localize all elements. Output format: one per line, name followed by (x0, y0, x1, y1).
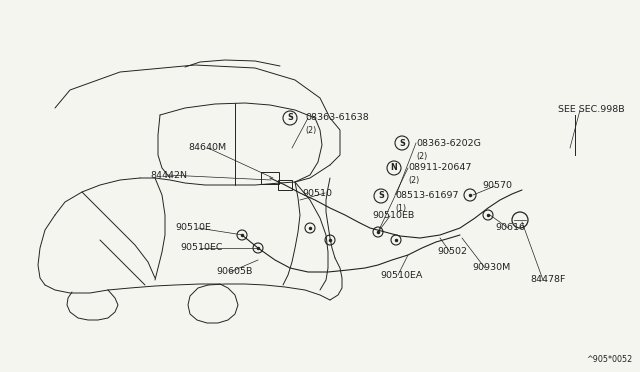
Text: ^905*0052: ^905*0052 (586, 355, 632, 364)
Text: 84478F: 84478F (530, 276, 565, 285)
Text: 90570: 90570 (482, 182, 512, 190)
Text: 90510EC: 90510EC (180, 244, 223, 253)
Text: 08911-20647: 08911-20647 (408, 164, 472, 173)
Text: 08363-61638: 08363-61638 (305, 113, 369, 122)
Text: 90616: 90616 (495, 224, 525, 232)
Text: SEE SEC.998B: SEE SEC.998B (558, 106, 625, 115)
Text: 90510: 90510 (302, 189, 332, 198)
Text: N: N (390, 164, 397, 173)
Text: 90510EB: 90510EB (372, 212, 414, 221)
Text: 90510E: 90510E (175, 224, 211, 232)
Text: 90930M: 90930M (472, 263, 510, 273)
Text: S: S (378, 192, 384, 201)
Text: (1): (1) (395, 205, 406, 214)
Text: S: S (287, 113, 293, 122)
Text: 84442N: 84442N (150, 170, 187, 180)
Text: 08363-6202G: 08363-6202G (416, 138, 481, 148)
Text: 84640M: 84640M (188, 144, 226, 153)
Text: 90502: 90502 (437, 247, 467, 257)
Text: 90605B: 90605B (216, 267, 252, 276)
Text: (2): (2) (305, 126, 316, 135)
Text: 08513-61697: 08513-61697 (395, 192, 458, 201)
Text: 90510EA: 90510EA (380, 270, 422, 279)
Text: S: S (399, 138, 405, 148)
Text: (2): (2) (416, 151, 428, 160)
Text: (2): (2) (408, 176, 419, 186)
